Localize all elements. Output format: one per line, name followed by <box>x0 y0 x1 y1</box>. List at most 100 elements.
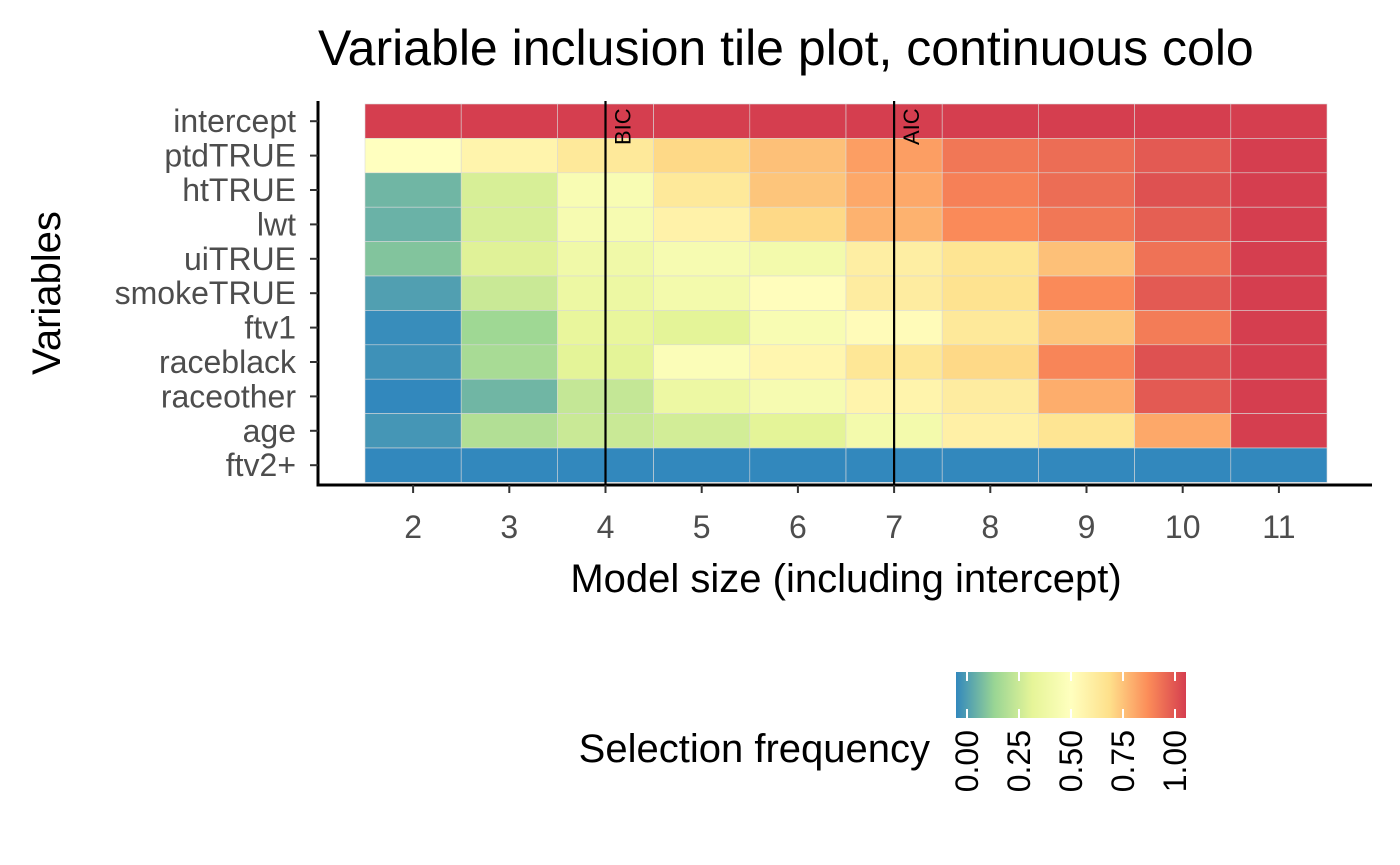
tile-raceblack-11 <box>1230 344 1328 380</box>
legend-tick-label: 0.75 <box>1105 730 1141 792</box>
tile-intercept-3 <box>460 103 558 139</box>
tile-ftv1-8 <box>941 310 1039 346</box>
tile-raceother-10 <box>1134 378 1232 414</box>
legend-title: Selection frequency <box>579 727 930 771</box>
legend-tick-label: 1.00 <box>1157 730 1193 792</box>
y-tick-label: uiTRUE <box>184 241 296 277</box>
tile-uiTRUE-10 <box>1134 241 1232 277</box>
heatmap-tiles <box>364 103 1328 483</box>
tile-htTRUE-6 <box>749 172 847 208</box>
y-tick-label: age <box>243 413 296 449</box>
tile-ftv1-5 <box>653 310 751 346</box>
y-tick-label: lwt <box>257 206 296 242</box>
tile-ptdTRUE-5 <box>653 138 751 174</box>
tile-raceblack-9 <box>1038 344 1135 380</box>
y-tick-label: htTRUE <box>182 172 296 208</box>
y-tick-label: ftv2+ <box>226 447 296 483</box>
vline-label-aic: AIC <box>899 108 924 145</box>
tile-uiTRUE-11 <box>1230 241 1328 277</box>
tile-ptdTRUE-9 <box>1038 138 1135 174</box>
tile-lwt-9 <box>1038 206 1135 242</box>
tile-uiTRUE-3 <box>460 241 558 277</box>
tile-ftv2+-5 <box>653 447 751 483</box>
tile-intercept-2 <box>364 103 462 139</box>
tile-age-8 <box>941 413 1039 449</box>
tile-ftv2+-9 <box>1038 447 1135 483</box>
tile-raceblack-2 <box>364 344 462 380</box>
tile-raceblack-3 <box>460 344 558 380</box>
tile-lwt-8 <box>941 206 1039 242</box>
tile-ptdTRUE-11 <box>1230 138 1328 174</box>
x-tick-label: 3 <box>500 509 518 545</box>
tile-htTRUE-9 <box>1038 172 1135 208</box>
legend-tick-label: 0.00 <box>949 730 985 792</box>
tile-htTRUE-10 <box>1134 172 1232 208</box>
x-tick-label: 8 <box>981 509 999 545</box>
tile-lwt-10 <box>1134 206 1232 242</box>
tile-age-5 <box>653 413 751 449</box>
tile-ftv1-9 <box>1038 310 1135 346</box>
tile-intercept-11 <box>1230 103 1328 139</box>
tile-uiTRUE-2 <box>364 241 462 277</box>
tile-age-3 <box>460 413 558 449</box>
tile-ptdTRUE-3 <box>460 138 558 174</box>
tile-ptdTRUE-2 <box>364 138 462 174</box>
x-tick-label: 11 <box>1262 509 1295 545</box>
y-tick-label: ptdTRUE <box>164 138 296 174</box>
y-axis-title: Variables <box>25 211 69 375</box>
tile-raceblack-6 <box>749 344 847 380</box>
tile-uiTRUE-9 <box>1038 241 1135 277</box>
tile-smokeTRUE-8 <box>941 275 1039 311</box>
y-tick-label: ftv1 <box>244 310 296 346</box>
axes: 2 3 4 5 6 7 8 9 10 11 interceptptdTRUEhtTRUElwtuiT… <box>115 101 1372 545</box>
y-tick-label: raceother <box>161 378 297 414</box>
tile-age-10 <box>1134 413 1232 449</box>
tile-lwt-5 <box>653 206 751 242</box>
tile-uiTRUE-6 <box>749 241 847 277</box>
x-tick-label: 7 <box>885 509 903 545</box>
tile-smokeTRUE-11 <box>1230 275 1328 311</box>
tile-ftv2+-11 <box>1230 447 1328 483</box>
tile-htTRUE-8 <box>941 172 1039 208</box>
tile-smokeTRUE-9 <box>1038 275 1135 311</box>
tile-raceother-5 <box>653 378 751 414</box>
tile-smokeTRUE-10 <box>1134 275 1232 311</box>
tile-intercept-8 <box>941 103 1039 139</box>
tile-ftv2+-8 <box>941 447 1039 483</box>
tile-smokeTRUE-2 <box>364 275 462 311</box>
tile-raceother-2 <box>364 378 462 414</box>
tile-raceother-3 <box>460 378 558 414</box>
tile-ftv1-6 <box>749 310 847 346</box>
tile-lwt-6 <box>749 206 847 242</box>
tile-raceblack-8 <box>941 344 1039 380</box>
tile-smokeTRUE-5 <box>653 275 751 311</box>
x-tick-label: 10 <box>1165 509 1201 545</box>
tile-ptdTRUE-8 <box>941 138 1039 174</box>
tile-raceother-6 <box>749 378 847 414</box>
tile-lwt-2 <box>364 206 462 242</box>
x-tick-label: 5 <box>693 509 711 545</box>
tile-ptdTRUE-6 <box>749 138 847 174</box>
x-axis-title: Model size (including intercept) <box>570 557 1121 601</box>
tile-uiTRUE-8 <box>941 241 1039 277</box>
tile-raceother-9 <box>1038 378 1135 414</box>
legend-tick-label: 0.25 <box>1001 730 1037 792</box>
tile-htTRUE-5 <box>653 172 751 208</box>
legend: Selection frequency 0.00 0.25 0.50 0.75 1.00 <box>579 672 1193 792</box>
y-tick-label: raceblack <box>159 344 297 380</box>
tile-age-6 <box>749 413 847 449</box>
x-tick-label: 4 <box>597 509 615 545</box>
vline-label-bic: BIC <box>611 108 636 145</box>
tile-age-2 <box>364 413 462 449</box>
tile-lwt-11 <box>1230 206 1328 242</box>
tile-htTRUE-11 <box>1230 172 1328 208</box>
y-tick-label: smokeTRUE <box>115 275 296 311</box>
tile-ftv1-11 <box>1230 310 1328 346</box>
tile-raceblack-10 <box>1134 344 1232 380</box>
tile-raceother-11 <box>1230 378 1328 414</box>
tile-intercept-5 <box>653 103 751 139</box>
tile-uiTRUE-5 <box>653 241 751 277</box>
tile-lwt-3 <box>460 206 558 242</box>
tile-htTRUE-3 <box>460 172 558 208</box>
